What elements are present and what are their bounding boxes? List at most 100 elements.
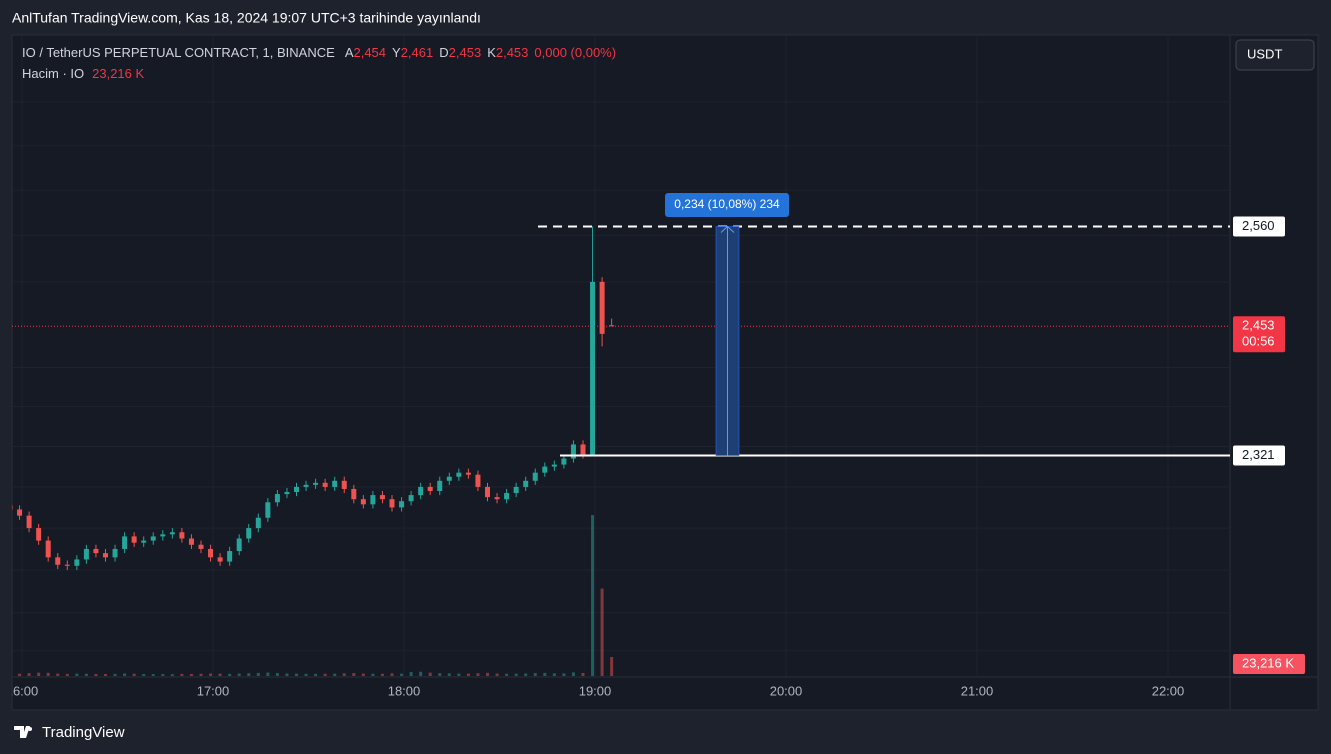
- candle-body: [590, 281, 596, 455]
- candle-body: [532, 472, 538, 481]
- volume-bar: [495, 673, 499, 676]
- candle-body: [389, 499, 395, 508]
- candle-body: [551, 464, 557, 467]
- volume-bar: [285, 673, 289, 676]
- candle-body: [131, 536, 137, 543]
- candle-body: [294, 486, 299, 493]
- volume-bar: [84, 673, 88, 676]
- volume-bar: [18, 673, 22, 676]
- legend-value: 2,453: [449, 45, 482, 60]
- candle-body: [494, 497, 500, 500]
- candle-body: [580, 444, 586, 455]
- candle-body: [255, 517, 261, 529]
- volume-bar: [419, 671, 423, 676]
- plot: 2,7002,6502,6002,5502,5002,4102,3702,330…: [6, 35, 1230, 698]
- currency-button[interactable]: [1235, 39, 1315, 71]
- volume-bar: [46, 672, 50, 676]
- last-price-label: 2,453: [1242, 318, 1275, 333]
- volume-bar: [304, 673, 308, 676]
- candle-body: [179, 532, 185, 539]
- legend-volume-value: 23,216 K: [92, 66, 144, 81]
- candle-body: [122, 536, 128, 549]
- volume-bar: [581, 672, 585, 676]
- volume-bar: [447, 673, 451, 676]
- candle-body: [198, 544, 204, 549]
- currency-button-label[interactable]: USDT: [1247, 46, 1282, 61]
- footer-brand: TradingView: [42, 724, 125, 741]
- volume-bar: [113, 673, 117, 676]
- volume-bar: [314, 673, 318, 676]
- candle-body: [513, 486, 519, 494]
- candle-body: [504, 493, 510, 500]
- candle-body: [93, 548, 99, 554]
- legend-value: 2,461: [401, 45, 434, 60]
- volume-bar: [218, 673, 222, 676]
- volume-bar: [295, 673, 298, 676]
- volume-bar: [524, 673, 528, 676]
- candle-body: [103, 553, 108, 558]
- legend-key: A: [345, 45, 354, 60]
- volume-bar: [142, 673, 146, 676]
- candle-body: [313, 482, 319, 485]
- chart-panel: [11, 34, 1319, 711]
- candle-body: [437, 480, 443, 491]
- volume-bar: [275, 673, 279, 676]
- candle-body: [446, 476, 452, 481]
- volume-bar: [209, 673, 213, 676]
- volume-bar: [189, 673, 193, 676]
- level-label: 2,321: [1242, 447, 1275, 462]
- candle-body: [485, 486, 490, 498]
- candle-body: [523, 480, 529, 487]
- candle-body: [456, 472, 462, 477]
- x-tick-label: 16:00: [6, 683, 39, 698]
- candle-body: [55, 557, 61, 565]
- volume-bar: [400, 673, 404, 676]
- volume-bar: [371, 673, 375, 676]
- volume-bar: [562, 673, 566, 676]
- candle-body: [188, 538, 194, 545]
- measure-label-box: [665, 193, 789, 217]
- level-label-box: [1233, 445, 1285, 466]
- candle-body: [74, 559, 80, 566]
- volume-bar: [180, 673, 184, 676]
- candle-body: [17, 509, 23, 516]
- volume-bar: [514, 673, 518, 676]
- candle-body: [236, 538, 242, 552]
- candle-body: [379, 495, 385, 500]
- last-volume-box: [1233, 654, 1305, 674]
- volume-bar: [486, 672, 489, 676]
- candle-body: [208, 548, 214, 558]
- candle-body: [141, 540, 147, 543]
- last-volume-label: 23,216 K: [1242, 655, 1294, 670]
- volume-bar: [571, 672, 575, 676]
- candle-body: [370, 495, 376, 505]
- volume-bar: [352, 673, 356, 676]
- measure-arrowhead: [720, 225, 735, 233]
- volume-bar: [161, 674, 165, 676]
- volume-bar: [342, 673, 346, 676]
- volume-bar: [428, 672, 432, 676]
- candle-body: [169, 532, 175, 535]
- legend-volume: Hacim · IO 23,216 K: [22, 66, 144, 81]
- candle-body: [83, 548, 89, 560]
- volume-bar: [409, 672, 413, 676]
- candle-body: [36, 528, 42, 541]
- x-tick-label: 21:00: [961, 683, 994, 698]
- logo-icon: [14, 726, 30, 738]
- candle-body: [360, 499, 366, 505]
- volume-bar: [228, 673, 232, 676]
- volume-bar: [56, 673, 60, 676]
- volume-bar: [94, 673, 98, 676]
- candle-body: [542, 466, 548, 473]
- volume-bar: [151, 674, 155, 676]
- volume-bar: [543, 672, 547, 676]
- legend-value: 2,453: [496, 45, 529, 60]
- legend-key: D: [439, 45, 448, 60]
- candle-body: [150, 536, 156, 541]
- volume-bar: [438, 673, 442, 676]
- level-label-box: [1233, 216, 1285, 237]
- volume-bar: [199, 673, 203, 676]
- legend-key: K: [487, 45, 496, 60]
- candle-body: [217, 557, 223, 562]
